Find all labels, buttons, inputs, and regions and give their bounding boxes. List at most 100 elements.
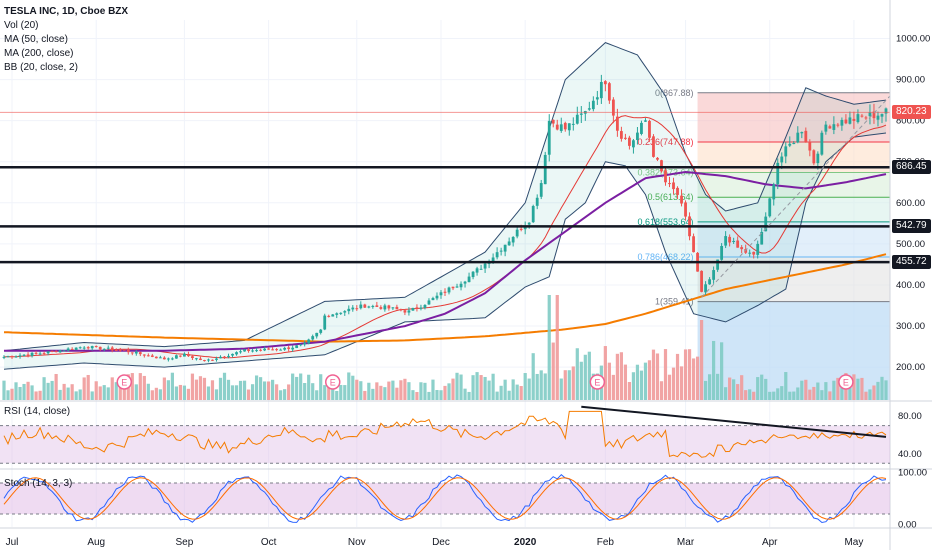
price-axis-label: 400.00	[896, 280, 925, 291]
stoch-legend[interactable]: Stoch (14, 3, 3)	[4, 478, 73, 489]
candle-body	[531, 206, 535, 223]
volume-bar	[431, 379, 435, 400]
candle-body	[519, 228, 523, 230]
volume-bar	[671, 367, 676, 400]
time-axis-label: 2020	[514, 537, 537, 548]
volume-bar	[86, 374, 90, 400]
volume-bar	[655, 353, 660, 400]
volume-bar	[407, 382, 411, 400]
rsi-legend[interactable]: RSI (14, close)	[4, 406, 71, 417]
volume-bar	[230, 385, 235, 400]
volume-bar	[194, 379, 199, 400]
candle-body	[515, 229, 519, 237]
volume-bar	[683, 349, 688, 400]
volume-bar	[615, 353, 619, 400]
candle-body	[860, 115, 864, 117]
candle-body	[800, 132, 804, 134]
legend-ma50[interactable]: MA (50, close)	[4, 34, 68, 45]
candle-body	[54, 351, 58, 353]
candle-body	[479, 268, 483, 270]
candle-body	[247, 349, 250, 352]
candle-body	[407, 310, 411, 313]
volume-bar	[399, 380, 403, 400]
candle-body	[303, 343, 307, 345]
legend-bb[interactable]: BB (20, close, 2)	[4, 62, 78, 73]
volume-bar	[467, 391, 471, 400]
volume-bar	[495, 391, 499, 400]
candle-body	[872, 111, 876, 119]
volume-bar	[695, 356, 700, 400]
volume-bar	[511, 379, 515, 400]
candle-body	[86, 347, 90, 349]
candle-body	[764, 216, 768, 232]
candle-body	[684, 202, 687, 217]
volume-bar	[138, 373, 142, 400]
volume-bar	[784, 372, 788, 400]
volume-bar	[343, 385, 347, 400]
candle-body	[138, 352, 142, 355]
volume-bar	[234, 385, 239, 400]
symbol-title[interactable]: TESLA INC, 1D, Cboe BZX	[4, 6, 129, 17]
candle-body	[82, 347, 86, 349]
candle-body	[399, 309, 403, 311]
volume-bar	[102, 385, 106, 400]
volume-bar	[66, 387, 70, 400]
candle-body	[283, 347, 287, 350]
candle-body	[215, 358, 218, 360]
volume-bar	[339, 384, 343, 400]
volume-bar	[764, 378, 768, 400]
volume-bar	[62, 383, 66, 400]
fib-level-label: 0.786(468.22)	[638, 252, 694, 262]
time-axis-label: Jul	[6, 537, 19, 548]
volume-bar	[643, 362, 648, 400]
candle-body	[227, 355, 230, 357]
stoch-band	[0, 482, 890, 515]
volume-bar	[391, 380, 395, 400]
candle-body	[724, 236, 728, 246]
volume-bar	[852, 374, 856, 400]
candle-body	[768, 198, 772, 217]
candle-body	[199, 358, 202, 361]
candle-body	[636, 132, 639, 140]
volume-bar	[319, 374, 323, 400]
volume-bar	[295, 376, 299, 400]
volume-bar	[291, 373, 295, 400]
candle-body	[307, 339, 311, 344]
candle-body	[223, 356, 226, 358]
candle-body	[555, 124, 559, 130]
volume-bar	[54, 373, 58, 400]
candle-body	[652, 136, 655, 157]
candle-body	[118, 349, 122, 351]
price-tag: 455.72	[892, 255, 931, 270]
volume-bar	[74, 391, 78, 400]
candle-body	[567, 123, 571, 131]
candle-body	[295, 345, 299, 349]
candle-body	[796, 132, 800, 143]
volume-bar	[106, 387, 110, 400]
candle-body	[275, 349, 279, 351]
candle-body	[90, 346, 94, 349]
legend-ma200[interactable]: MA (200, close)	[4, 48, 74, 59]
volume-bar	[347, 372, 351, 400]
candle-body	[355, 308, 359, 310]
volume-bar	[38, 390, 42, 400]
candle-body	[716, 259, 720, 270]
candle-body	[824, 124, 828, 132]
volume-bar	[355, 379, 359, 400]
volume-bar	[884, 380, 888, 400]
volume-bar	[864, 391, 868, 400]
candle-body	[126, 350, 130, 353]
volume-bar	[435, 390, 439, 400]
candle-body	[42, 353, 46, 355]
volume-bar	[571, 366, 575, 400]
legend-volume[interactable]: Vol (20)	[4, 20, 39, 31]
candle-body	[668, 183, 671, 185]
candle-body	[203, 360, 206, 362]
candle-body	[475, 268, 479, 273]
candle-body	[676, 187, 679, 195]
volume-bar	[218, 377, 223, 400]
candle-body	[439, 292, 443, 296]
candle-body	[146, 355, 150, 357]
candle-body	[575, 114, 579, 124]
